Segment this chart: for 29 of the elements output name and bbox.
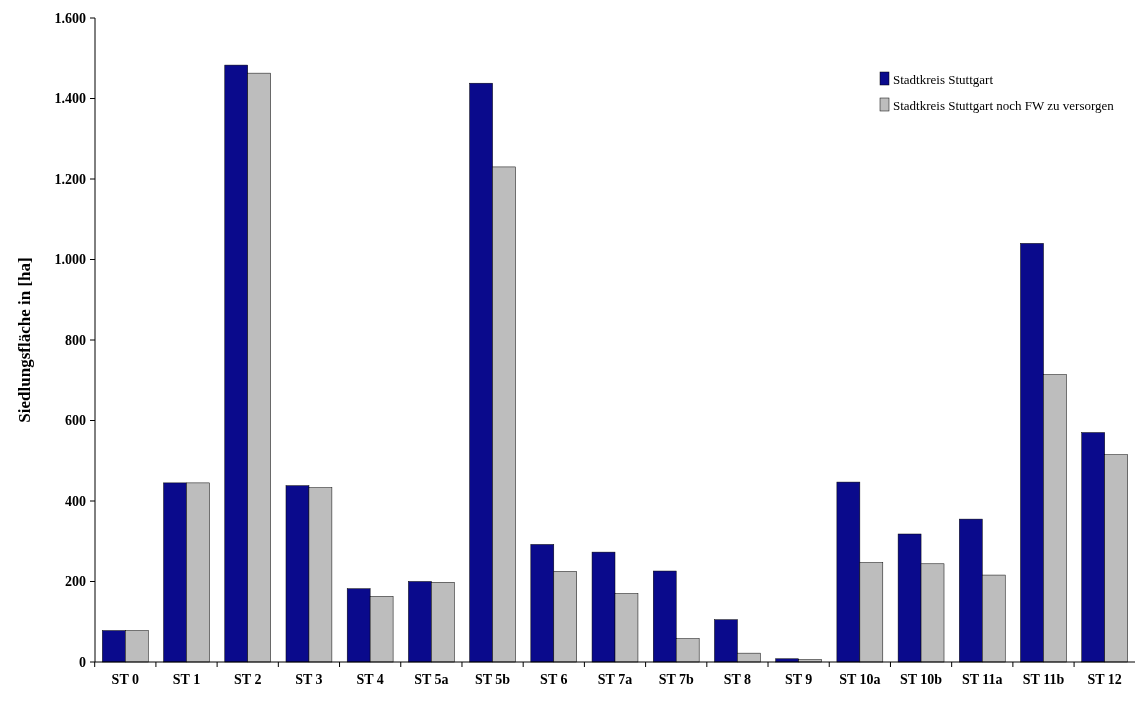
x-tick-label: ST 1: [172, 672, 201, 687]
legend-label: Stadtkreis Stuttgart noch FW zu versorgen: [893, 97, 1115, 113]
legend-label: Stadtkreis Stuttgart: [893, 71, 994, 87]
y-tick-label: 0: [79, 654, 86, 670]
x-tick-label: ST 4: [356, 672, 384, 687]
y-tick-label: 600: [65, 413, 86, 429]
y-tick-label: 1.000: [54, 252, 86, 268]
x-tick-label: ST 7b: [658, 672, 694, 687]
y-axis-title: Siedlungsfläche in [ha]: [15, 257, 34, 423]
y-tick-label: 1.400: [54, 91, 86, 107]
x-tick-label: ST 0: [111, 672, 139, 687]
y-tick-label: 400: [65, 493, 86, 509]
x-tick-label: ST 11b: [1022, 672, 1065, 687]
x-tick-label: ST 11a: [961, 672, 1003, 687]
x-tick-label: ST 9: [784, 672, 813, 687]
x-tick-label: ST 2: [234, 672, 262, 687]
x-tick-label: ST 10b: [899, 672, 943, 687]
x-tick-label: ST 5a: [414, 672, 449, 687]
x-tick-label: ST 6: [540, 672, 568, 687]
x-tick-label: ST 7a: [597, 672, 633, 687]
x-tick-label: ST 8: [723, 672, 752, 687]
y-tick-label: 1.200: [54, 171, 86, 187]
y-tick-label: 800: [65, 332, 86, 348]
x-tick-label: ST 3: [295, 672, 323, 687]
y-tick-label: 200: [65, 574, 86, 590]
x-tick-label: ST 5b: [474, 672, 511, 687]
y-tick-label: 1.600: [54, 10, 86, 26]
x-tick-label: ST 10a: [839, 672, 881, 687]
x-tick-label: ST 12: [1087, 672, 1122, 687]
